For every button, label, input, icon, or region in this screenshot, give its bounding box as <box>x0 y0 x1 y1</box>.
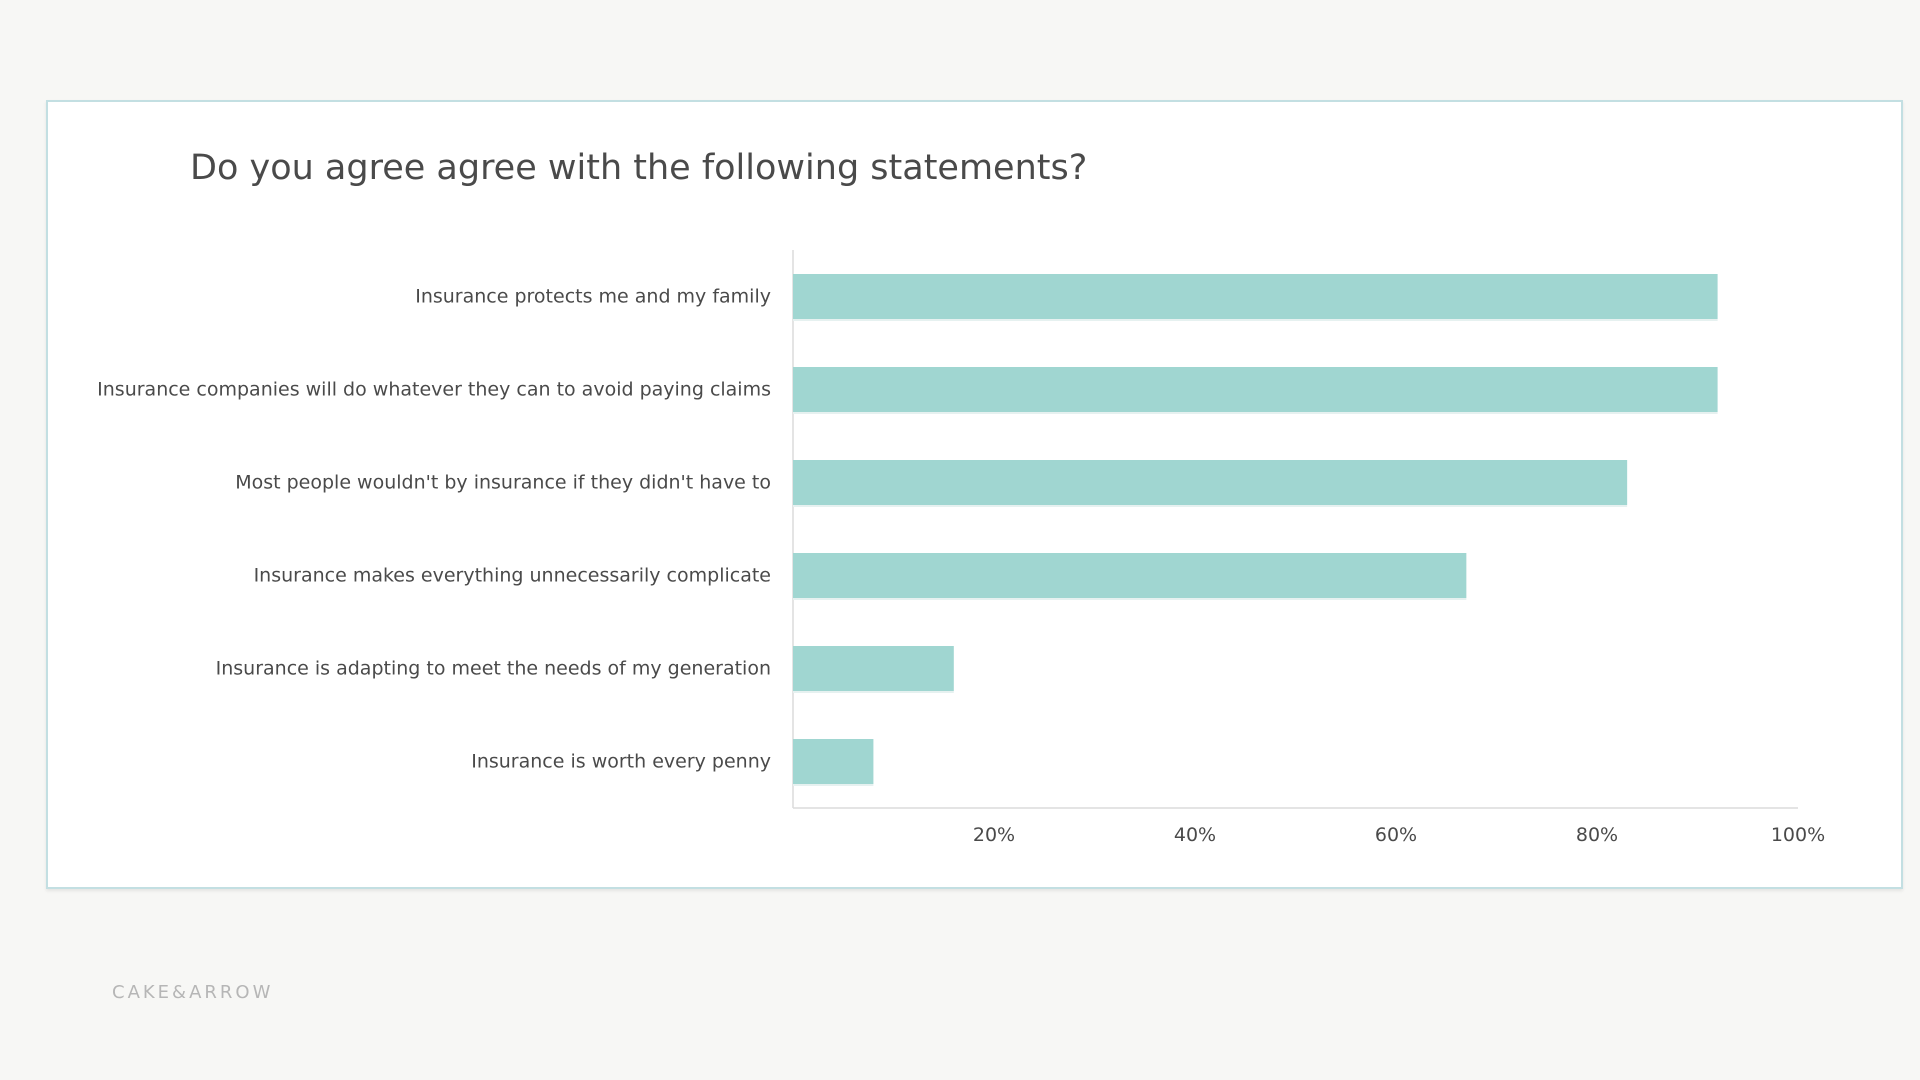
bar <box>793 274 1718 319</box>
bar-shadow <box>793 598 1467 600</box>
category-label: Most people wouldn't by insurance if the… <box>235 472 771 494</box>
bar <box>793 646 954 691</box>
bar <box>793 460 1628 505</box>
bar-shadow <box>793 412 1718 414</box>
bar-shadow <box>793 505 1628 507</box>
bar <box>793 367 1718 412</box>
bar-shadow <box>793 319 1718 321</box>
bar-shadow <box>793 691 954 693</box>
x-tick-label: 100% <box>1771 824 1825 846</box>
x-tick-label: 60% <box>1375 824 1417 846</box>
category-label: Insurance is adapting to meet the needs … <box>216 658 771 680</box>
chart-title: Do you agree agree with the following st… <box>190 148 1088 188</box>
cake-and-arrow-logo: CAKE&ARROW <box>112 982 274 1003</box>
category-label: Insurance is worth every penny <box>471 751 771 773</box>
bar <box>793 739 874 784</box>
x-tick-label: 80% <box>1576 824 1618 846</box>
x-tick-label: 20% <box>973 824 1015 846</box>
category-label: Insurance protects me and my family <box>415 286 771 308</box>
x-tick-label: 40% <box>1174 824 1216 846</box>
bar-shadow <box>793 784 874 786</box>
category-label: Insurance companies will do whatever the… <box>97 379 771 401</box>
category-label: Insurance makes everything unnecessarily… <box>254 565 771 587</box>
bar <box>793 553 1467 598</box>
